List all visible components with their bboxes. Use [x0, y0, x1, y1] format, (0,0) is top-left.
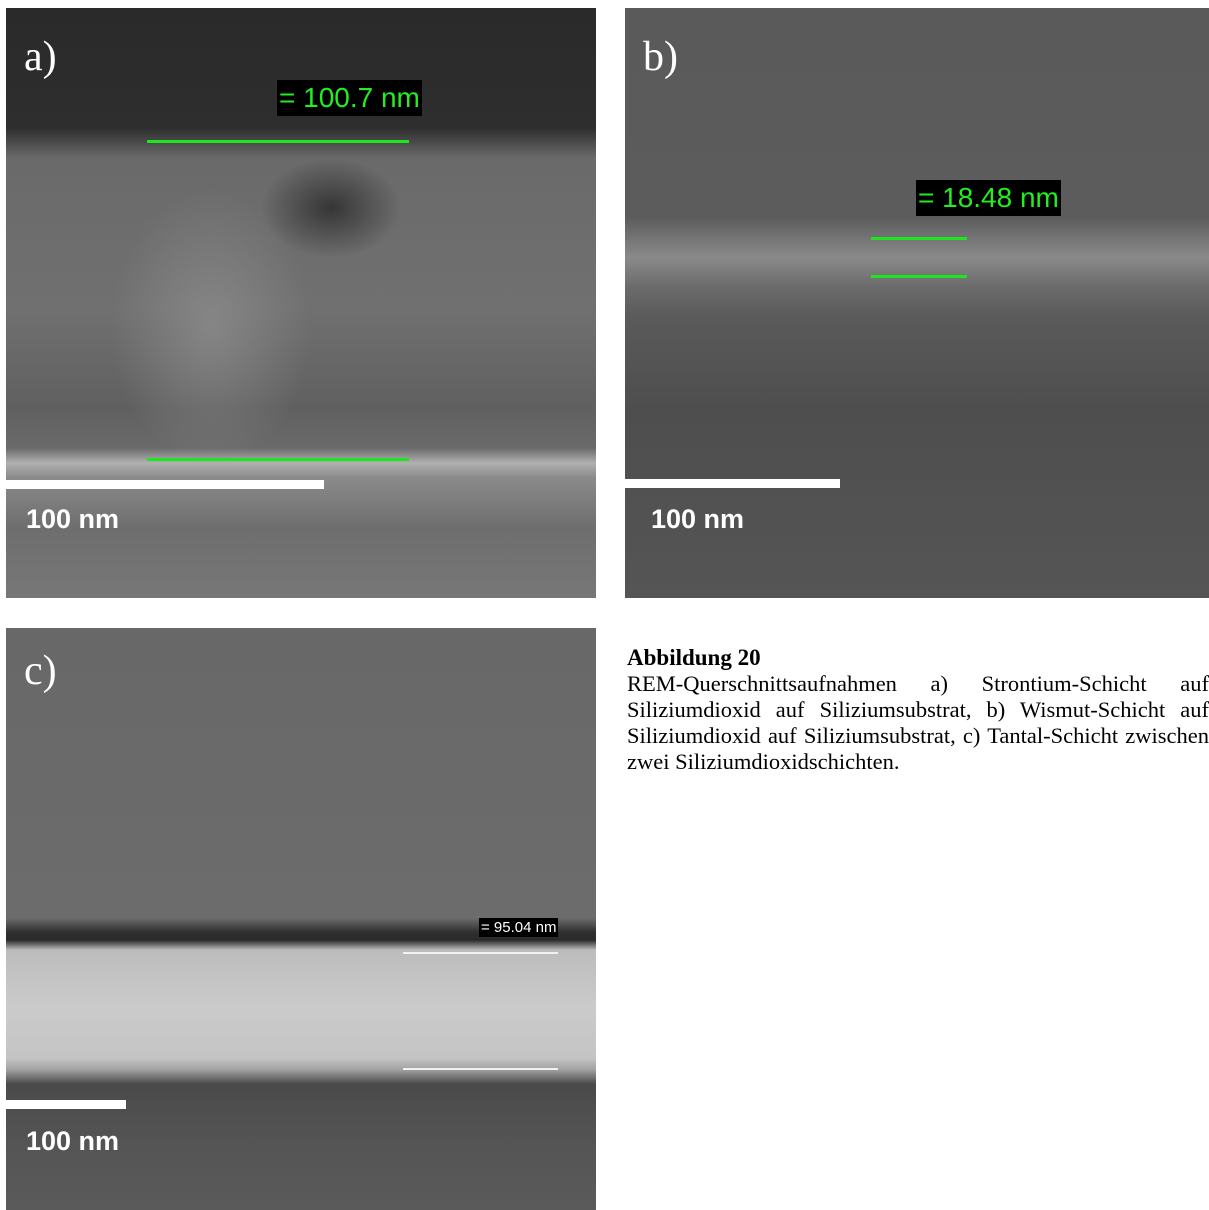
measure-line [403, 952, 558, 954]
scale-bar [625, 479, 840, 488]
caption-text: REM-Querschnittsaufnahmen a) Strontium-S… [627, 671, 1209, 775]
scale-label: 100 nm [651, 506, 744, 533]
sem-image-c: c) = 95.04 nm 100 nm [6, 628, 596, 1210]
measurement-label: = 100.7 nm [277, 80, 422, 116]
figure-caption: Abbildung 20 REM-Querschnittsaufnahmen a… [627, 645, 1209, 775]
measure-line [403, 1068, 558, 1070]
panel-label: b) [643, 36, 678, 78]
panel-label: c) [24, 650, 57, 692]
panel-label: a) [24, 36, 57, 78]
measurement-label: = 95.04 nm [479, 918, 558, 937]
caption-title: Abbildung 20 [627, 645, 1209, 671]
measure-line [871, 237, 967, 240]
sem-image-a: a) = 100.7 nm 100 nm [6, 8, 596, 598]
scale-label: 100 nm [26, 506, 119, 533]
measurement-label: = 18.48 nm [916, 180, 1061, 216]
measure-line [871, 275, 967, 278]
scale-bar [6, 480, 324, 489]
measure-line [147, 458, 409, 461]
page: a) = 100.7 nm 100 nm b) = 18.48 nm 100 n… [0, 0, 1209, 1210]
measure-line [147, 140, 409, 143]
scale-label: 100 nm [26, 1128, 119, 1155]
scale-bar [6, 1100, 126, 1109]
sem-image-b: b) = 18.48 nm 100 nm [625, 8, 1209, 598]
